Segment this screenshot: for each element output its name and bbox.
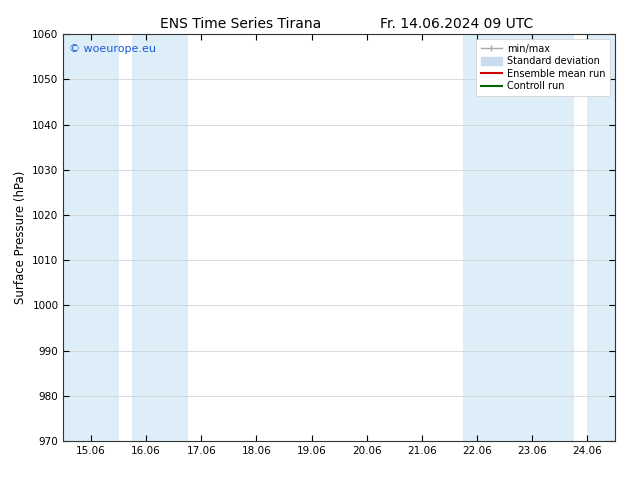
Text: Fr. 14.06.2024 09 UTC: Fr. 14.06.2024 09 UTC [380,17,533,31]
Text: ENS Time Series Tirana: ENS Time Series Tirana [160,17,321,31]
Bar [519,34,574,441]
Legend: min/max, Standard deviation, Ensemble mean run, Controll run: min/max, Standard deviation, Ensemble me… [476,39,610,96]
Y-axis label: Surface Pressure (hPa): Surface Pressure (hPa) [14,171,27,304]
Bar [133,34,188,441]
Bar [588,34,615,441]
Bar [63,34,119,441]
Text: © woeurope.eu: © woeurope.eu [69,45,156,54]
Bar [463,34,519,441]
